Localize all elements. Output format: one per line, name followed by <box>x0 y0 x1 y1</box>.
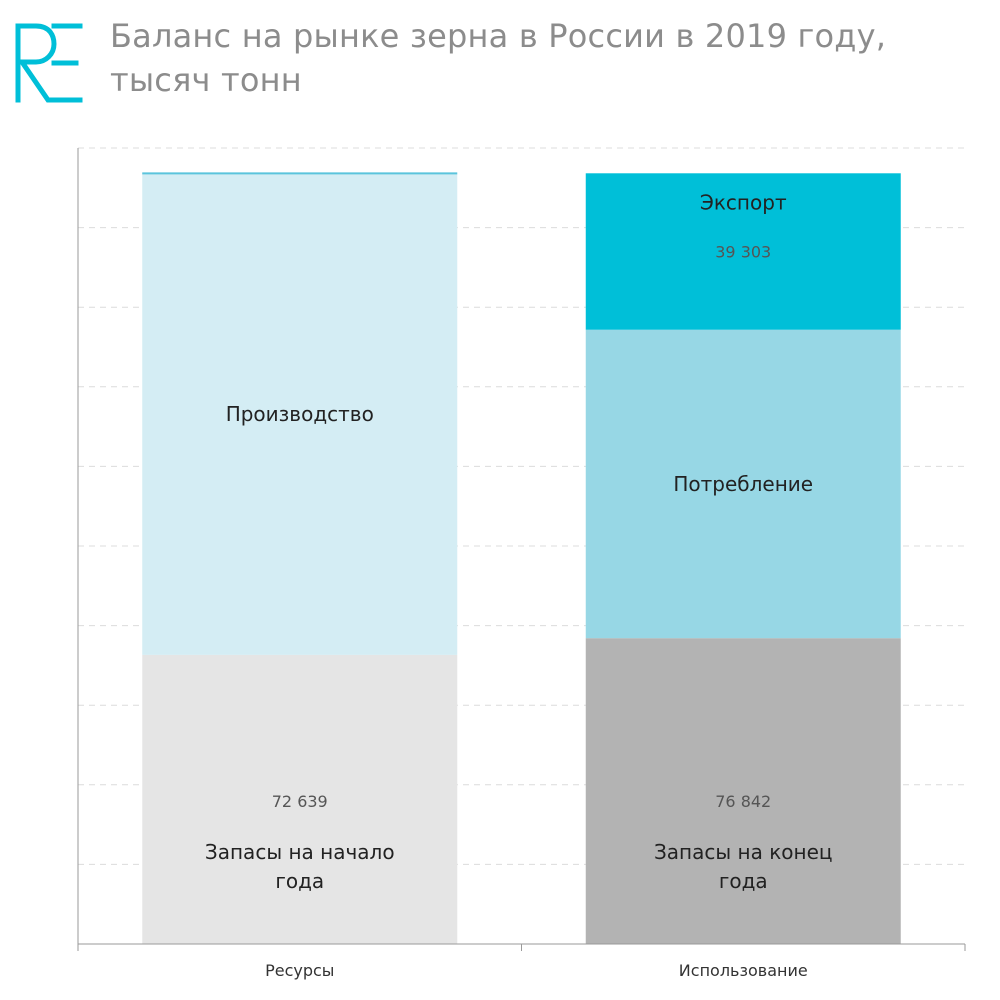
segment-label: Потребление <box>673 472 813 496</box>
chart-title: Баланс на рынке зерна в России в 2019 го… <box>110 14 970 102</box>
segment-labels: 72 639 Запасы на начало года Производство Ре… <box>205 190 833 980</box>
bar-segment-3 <box>585 638 901 944</box>
bar-segment-1 <box>142 654 458 944</box>
re-logo-icon <box>15 23 83 103</box>
segment-label: Производство <box>226 402 374 426</box>
chart-header: Баланс на рынке зерна в России в 2019 го… <box>0 0 1000 120</box>
chart-title-line-1: Баланс на рынке зерна в России в 2019 го… <box>110 17 887 55</box>
segment-label: Запасы на конец <box>654 840 833 864</box>
value-label: 72 639 <box>272 792 328 811</box>
axes <box>77 148 966 951</box>
bar-segment-4 <box>585 329 901 639</box>
bar-segments <box>142 172 901 944</box>
category-label: Использование <box>679 961 808 980</box>
value-label: 39 303 <box>715 242 771 261</box>
segment-label: Экспорт <box>700 190 787 214</box>
value-label: 76 842 <box>715 792 771 811</box>
bar-segment-2 <box>142 173 458 655</box>
segment-label: года <box>275 869 324 893</box>
segment-label: года <box>719 869 768 893</box>
segment-label: Запасы на начало <box>205 840 395 864</box>
bar-segment-5 <box>585 173 901 330</box>
category-label: Ресурсы <box>265 961 334 980</box>
chart-title-line-2: тысяч тонн <box>110 61 302 99</box>
